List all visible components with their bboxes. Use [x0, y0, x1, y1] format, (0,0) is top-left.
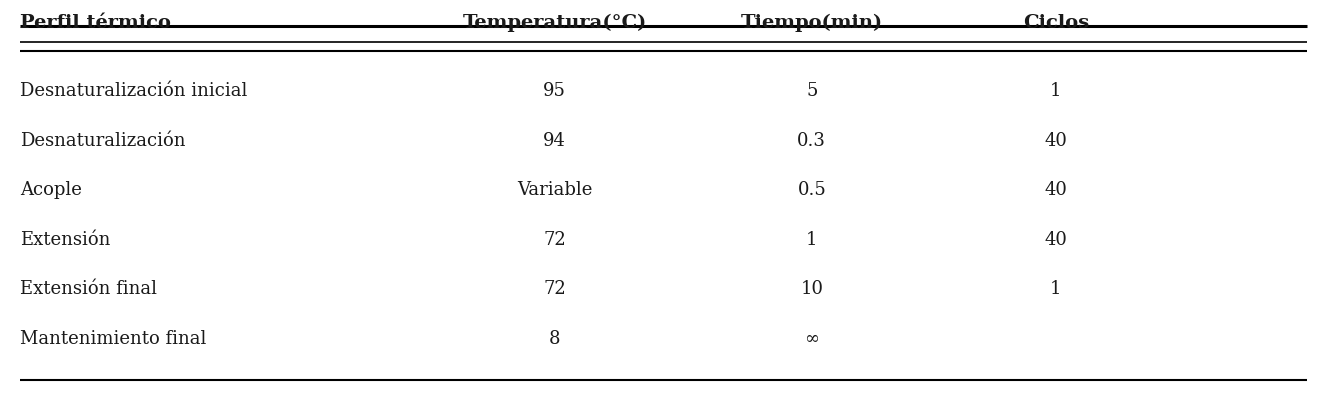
Text: 72: 72: [543, 230, 566, 249]
Text: 0.5: 0.5: [797, 181, 826, 199]
Text: Ciclos: Ciclos: [1023, 14, 1089, 32]
Text: ∞: ∞: [804, 329, 820, 348]
Text: 0.3: 0.3: [797, 131, 826, 150]
Text: 40: 40: [1044, 131, 1068, 150]
Text: 95: 95: [543, 82, 566, 100]
Text: Extensión final: Extensión final: [20, 280, 157, 298]
Text: Temperatura(°C): Temperatura(°C): [462, 14, 647, 32]
Text: Variable: Variable: [516, 181, 593, 199]
Text: 40: 40: [1044, 181, 1068, 199]
Text: Tiempo(min): Tiempo(min): [741, 14, 883, 32]
Text: 1: 1: [807, 230, 817, 249]
Text: Desnaturalización: Desnaturalización: [20, 131, 185, 150]
Text: 1: 1: [1051, 280, 1061, 298]
Text: 1: 1: [1051, 82, 1061, 100]
Text: 72: 72: [543, 280, 566, 298]
Text: Perfil térmico: Perfil térmico: [20, 14, 170, 32]
Text: 10: 10: [800, 280, 824, 298]
Text: 5: 5: [807, 82, 817, 100]
Text: Desnaturalización inicial: Desnaturalización inicial: [20, 82, 247, 100]
Text: 40: 40: [1044, 230, 1068, 249]
Text: Acople: Acople: [20, 181, 82, 199]
Text: 94: 94: [543, 131, 566, 150]
Text: 8: 8: [549, 329, 560, 348]
Text: Extensión: Extensión: [20, 230, 110, 249]
Text: Mantenimiento final: Mantenimiento final: [20, 329, 206, 348]
